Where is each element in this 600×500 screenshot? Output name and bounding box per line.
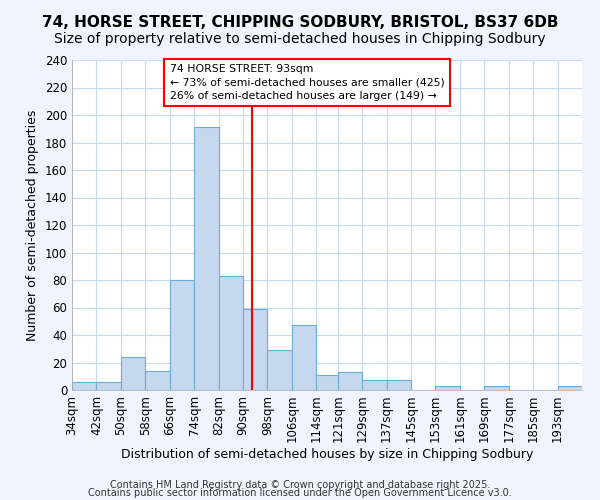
Bar xyxy=(557,386,582,390)
Bar xyxy=(243,309,268,390)
Y-axis label: Number of semi-detached properties: Number of semi-detached properties xyxy=(26,110,39,340)
Bar xyxy=(72,382,97,390)
Bar xyxy=(292,326,316,390)
Text: Contains public sector information licensed under the Open Government Licence v3: Contains public sector information licen… xyxy=(88,488,512,498)
Bar xyxy=(362,380,386,390)
Bar xyxy=(97,382,121,390)
Bar xyxy=(436,386,460,390)
X-axis label: Distribution of semi-detached houses by size in Chipping Sodbury: Distribution of semi-detached houses by … xyxy=(121,448,533,461)
Bar xyxy=(145,371,170,390)
Bar xyxy=(268,350,292,390)
Bar xyxy=(484,386,509,390)
Bar xyxy=(218,276,243,390)
Bar xyxy=(386,380,411,390)
Text: 74 HORSE STREET: 93sqm
← 73% of semi-detached houses are smaller (425)
26% of se: 74 HORSE STREET: 93sqm ← 73% of semi-det… xyxy=(170,64,445,100)
Bar xyxy=(170,280,194,390)
Bar xyxy=(316,375,338,390)
Text: 74, HORSE STREET, CHIPPING SODBURY, BRISTOL, BS37 6DB: 74, HORSE STREET, CHIPPING SODBURY, BRIS… xyxy=(42,15,558,30)
Bar xyxy=(338,372,362,390)
Text: Contains HM Land Registry data © Crown copyright and database right 2025.: Contains HM Land Registry data © Crown c… xyxy=(110,480,490,490)
Bar xyxy=(121,357,145,390)
Bar xyxy=(194,128,218,390)
Text: Size of property relative to semi-detached houses in Chipping Sodbury: Size of property relative to semi-detach… xyxy=(54,32,546,46)
